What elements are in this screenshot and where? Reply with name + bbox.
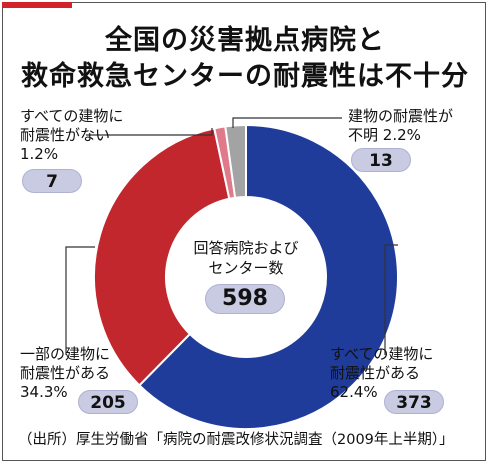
leader-some-resistant (65, 246, 95, 355)
label-unknown-line2: 不明 (348, 126, 379, 144)
slice-some-resistant (93, 127, 231, 387)
label-none-resistant-percent: 1.2% (20, 145, 59, 163)
label-all-resistant-line1: すべての建物に (330, 345, 434, 363)
label-some-resistant: 一部の建物に 耐震性がある 34.3% (20, 345, 110, 402)
label-all-resistant-percent: 62.4% (330, 383, 378, 401)
badge-none-resistant: 7 (22, 169, 82, 193)
center-label: 回答病院および センター数 (163, 238, 329, 278)
label-none-resistant-line1: すべての建物に (20, 107, 124, 125)
label-some-resistant-percent: 34.3% (20, 383, 68, 401)
source-note: （出所）厚生労働省「病院の耐震改修状況調査（2009年上半期）」 (18, 432, 454, 448)
chart-title-line1: 全国の災害拠点病院と (105, 25, 385, 56)
slice-all-resistant (137, 123, 399, 430)
chart-title-line2: 救命救急センターの耐震性は不十分 (21, 61, 469, 92)
center-label-line1: 回答病院および (193, 239, 299, 257)
badge-some-resistant: 205 (78, 390, 138, 414)
label-all-resistant-line2: 耐震性がある (330, 364, 421, 382)
center-total-badge: 598 (205, 284, 285, 314)
badge-all-resistant: 373 (384, 390, 444, 414)
label-some-resistant-line1: 一部の建物に (20, 345, 111, 363)
label-some-resistant-line2: 耐震性がある (20, 364, 111, 382)
leader-none-resistant (86, 128, 213, 136)
label-unknown: 建物の耐震性が 不明 2.2% (348, 107, 453, 145)
label-none-resistant: すべての建物に 耐震性がない 1.2% (20, 107, 123, 164)
badge-unknown: 13 (351, 148, 411, 172)
label-unknown-line1: 建物の耐震性が (348, 107, 454, 125)
slice-unknown (224, 123, 247, 199)
accent-bar (2, 2, 72, 8)
center-label-line2: センター数 (208, 259, 284, 277)
leader-unknown (232, 117, 342, 128)
label-unknown-percent: 2.2% (382, 126, 421, 144)
label-none-resistant-line2: 耐震性がない (20, 126, 111, 144)
label-all-resistant: すべての建物に 耐震性がある 62.4% (330, 345, 433, 402)
label-unknown-line2-wrap: 不明 2.2% (348, 126, 453, 145)
leader-all-resistant (384, 244, 398, 355)
